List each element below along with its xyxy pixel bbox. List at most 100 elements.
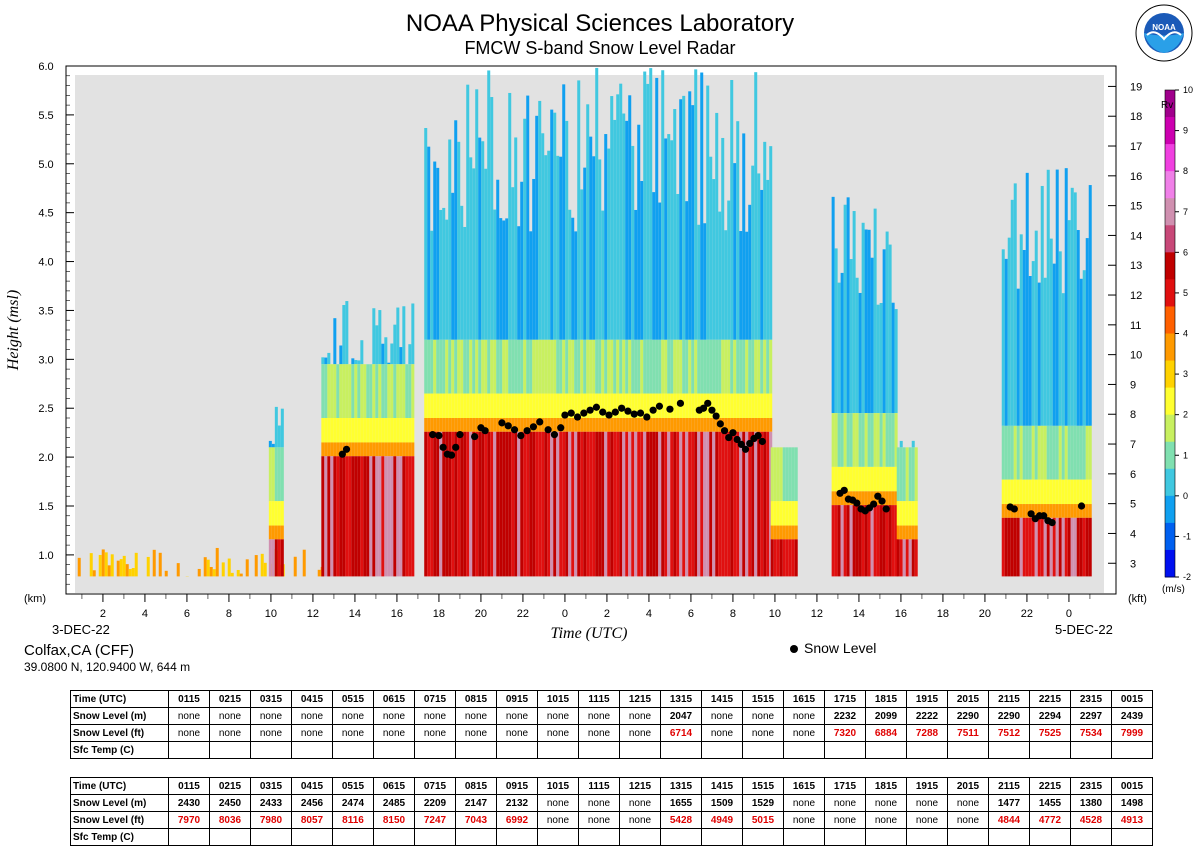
echo-column xyxy=(448,339,452,394)
echo-column xyxy=(475,418,479,432)
site-coords: 39.0800 N, 120.9400 W, 644 m xyxy=(24,660,191,674)
echo-column xyxy=(1058,504,1062,518)
echo-column xyxy=(152,549,156,577)
table-cell: 1515 xyxy=(742,777,784,795)
echo-column xyxy=(271,525,275,540)
echo-column xyxy=(834,466,838,492)
echo-column xyxy=(794,501,798,526)
echo-column xyxy=(852,466,856,492)
echo-column xyxy=(601,431,605,577)
echo-column xyxy=(643,393,647,418)
echo-column xyxy=(885,466,889,492)
echo-column xyxy=(424,431,428,577)
echo-column xyxy=(679,99,683,340)
echo-column xyxy=(101,549,105,577)
echo-column xyxy=(791,525,795,540)
echo-column xyxy=(727,393,731,418)
echo-column xyxy=(547,150,551,340)
echo-column xyxy=(1022,504,1026,518)
echo-column xyxy=(899,440,903,448)
echo-column xyxy=(785,525,789,540)
snow-level-point xyxy=(504,422,512,430)
echo-column xyxy=(1016,425,1020,480)
echo-column xyxy=(894,413,898,467)
echo-column xyxy=(1022,250,1026,426)
y2-tick-label: 12 xyxy=(1130,290,1142,302)
echo-column xyxy=(1043,425,1047,480)
echo-column xyxy=(706,431,710,577)
y2-tick-label: 14 xyxy=(1130,230,1142,242)
echo-column xyxy=(1076,425,1080,480)
echo-column xyxy=(556,339,560,394)
snow-level-point xyxy=(435,432,443,440)
x-tick-label: 6 xyxy=(688,608,694,620)
y-tick-label: 6.0 xyxy=(38,61,53,73)
echo-column xyxy=(433,393,437,418)
echo-column xyxy=(700,418,704,432)
table-cell: 2215 xyxy=(1029,690,1071,708)
echo-column xyxy=(776,447,780,502)
table-cell: none xyxy=(824,794,866,812)
echo-column xyxy=(1082,425,1086,480)
table-cell: none xyxy=(373,724,415,742)
echo-column xyxy=(908,539,912,577)
table-cell: 7980 xyxy=(250,811,292,829)
echo-column xyxy=(879,505,883,577)
echo-column xyxy=(538,100,542,340)
echo-column xyxy=(727,431,731,577)
y2-tick-label: 19 xyxy=(1130,81,1142,93)
y-tick-label: 2.0 xyxy=(38,452,53,464)
table-cell xyxy=(291,741,333,759)
echo-column xyxy=(1073,517,1077,577)
snow-level-point xyxy=(536,418,544,426)
echo-column xyxy=(354,360,358,365)
echo-column xyxy=(676,393,680,418)
echo-column xyxy=(1028,276,1032,426)
echo-column xyxy=(574,231,578,340)
y-tick-label: 4.0 xyxy=(38,257,53,269)
echo-column xyxy=(770,501,774,526)
echo-column xyxy=(1010,199,1014,426)
echo-column xyxy=(274,447,278,502)
echo-column xyxy=(586,104,590,340)
echo-column xyxy=(837,466,841,492)
table-cell: 2315 xyxy=(1070,777,1112,795)
echo-column xyxy=(1055,169,1059,426)
echo-column xyxy=(1043,504,1047,518)
echo-column xyxy=(463,226,467,340)
echo-column xyxy=(454,120,458,340)
echo-column xyxy=(357,456,361,577)
echo-column xyxy=(858,491,862,506)
echo-column xyxy=(882,466,886,492)
echo-column xyxy=(782,539,786,577)
echo-column xyxy=(396,364,400,418)
table-cell: none xyxy=(373,707,415,725)
echo-column xyxy=(571,431,575,577)
table-cell: 8116 xyxy=(332,811,374,829)
echo-column xyxy=(706,418,710,432)
echo-column xyxy=(870,466,874,492)
echo-column xyxy=(1046,425,1050,480)
echo-column xyxy=(430,418,434,432)
echo-column xyxy=(763,141,767,340)
radar-chart: 1.0 1.5 2.0 2.5 3.0 3.5 4.0 4.5 5.0 5.5 6.0 3 4 5 6 7 8… xyxy=(5,61,1193,642)
echo-column xyxy=(1028,425,1032,480)
echo-column xyxy=(1085,517,1089,577)
echo-column xyxy=(496,179,500,340)
echo-column xyxy=(852,211,856,414)
snow-level-point xyxy=(870,500,878,508)
echo-column xyxy=(643,418,647,432)
echo-column xyxy=(466,431,470,577)
echo-column xyxy=(616,418,620,432)
echo-column xyxy=(858,466,862,492)
echo-column xyxy=(855,413,859,467)
y2-tick-label: 13 xyxy=(1130,260,1142,272)
echo-column xyxy=(466,84,470,340)
x-tick-label: 22 xyxy=(517,608,529,620)
table-cell: 7320 xyxy=(824,724,866,742)
y-tick-label: 1.0 xyxy=(38,550,53,562)
echo-column xyxy=(402,456,406,577)
echo-column xyxy=(733,431,737,577)
table-cell: 1415 xyxy=(701,690,743,708)
echo-column xyxy=(366,456,370,577)
